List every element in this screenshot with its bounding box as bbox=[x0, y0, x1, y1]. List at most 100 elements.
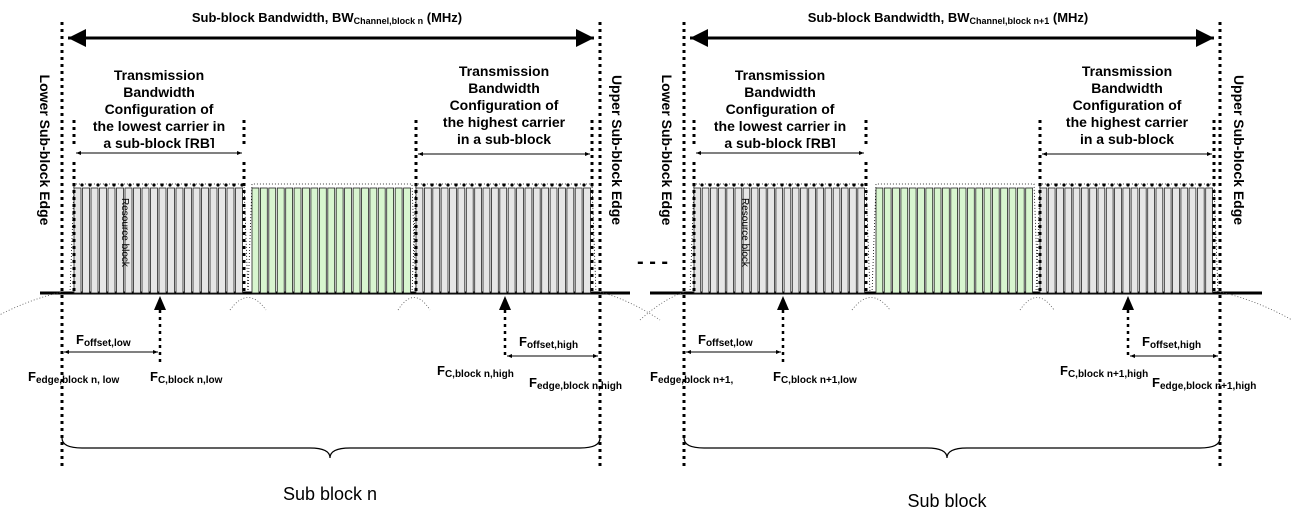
rb-dot bbox=[422, 183, 426, 187]
rb-dot bbox=[1182, 183, 1186, 187]
resource-block-bar bbox=[1047, 187, 1056, 294]
fc-low-label: FC,block n,low bbox=[150, 369, 223, 386]
resource-block-bar bbox=[1197, 187, 1205, 294]
resource-block-bar bbox=[992, 187, 1000, 294]
rb-dot bbox=[804, 183, 808, 187]
resource-block-bar bbox=[82, 187, 90, 294]
rb-dot bbox=[1198, 183, 1202, 187]
resource-block-bar bbox=[124, 187, 133, 294]
resource-block-bar bbox=[184, 187, 192, 294]
resource-block-bar bbox=[276, 187, 285, 294]
rb-dot bbox=[518, 183, 522, 187]
bandwidth-title: Sub-block Bandwidth, BWChannel,block n (… bbox=[192, 10, 462, 26]
tb-low-line: Configuration of bbox=[726, 101, 835, 117]
rb-dot bbox=[1094, 183, 1098, 187]
resource-block-bar bbox=[734, 187, 743, 294]
resource-block-bar bbox=[1072, 187, 1081, 294]
rb-dot bbox=[478, 183, 482, 187]
resource-block-bar bbox=[394, 187, 403, 294]
resource-block-bar bbox=[701, 187, 710, 294]
rb-dot bbox=[152, 183, 156, 187]
rb-dot bbox=[216, 183, 220, 187]
resource-block-bar bbox=[857, 187, 865, 294]
rolloff-curve bbox=[851, 297, 891, 311]
rb-dot bbox=[462, 183, 466, 187]
resource-block-bar bbox=[268, 187, 277, 294]
resource-block-bar bbox=[1114, 187, 1122, 294]
lower-edge-label: Lower Sub-block Edge bbox=[659, 75, 675, 226]
fc-high-arrow-head bbox=[499, 296, 511, 310]
spectrum-envelope bbox=[247, 183, 417, 294]
rb-dot bbox=[208, 183, 212, 187]
tb-low-line: Transmission bbox=[114, 67, 204, 83]
tb-high-line: Transmission bbox=[1082, 63, 1172, 79]
resource-block-bar bbox=[209, 187, 218, 294]
rb-dot bbox=[732, 183, 736, 187]
fedge-low-label: Fedge,block n+1, bbox=[650, 369, 733, 386]
resource-block-bar bbox=[808, 187, 816, 294]
rolloff-curve bbox=[639, 291, 685, 321]
resource-block-bar bbox=[1089, 187, 1097, 294]
fc-high-label: FC,block n+1,high bbox=[1060, 363, 1148, 380]
resource-block-bar bbox=[507, 187, 516, 294]
resource-block-bar bbox=[541, 187, 550, 294]
resource-block-bar bbox=[226, 187, 235, 294]
rb-dot bbox=[812, 183, 816, 187]
bandwidth-title: Sub-block Bandwidth, BWChannel,block n+1… bbox=[808, 10, 1089, 26]
rb-dot bbox=[1126, 183, 1130, 187]
rb-dot bbox=[1110, 183, 1114, 187]
rb-dot bbox=[756, 183, 760, 187]
resource-block-bar bbox=[933, 187, 942, 294]
resource-block-bar bbox=[1139, 187, 1147, 294]
resource-block-bar bbox=[875, 187, 884, 294]
resource-block-bar bbox=[218, 187, 226, 294]
tb-high-line: Bandwidth bbox=[1091, 80, 1163, 96]
lowest-carrier-rbs bbox=[69, 183, 249, 294]
resource-block-bar bbox=[583, 187, 591, 294]
resource-block-bar bbox=[574, 187, 583, 294]
rolloff-curve bbox=[599, 291, 661, 321]
resource-block-bar bbox=[327, 187, 336, 294]
resource-block-bar bbox=[775, 187, 784, 294]
resource-block-bar bbox=[133, 187, 141, 294]
rb-dot bbox=[700, 183, 704, 187]
resource-block-bar bbox=[767, 187, 775, 294]
resource-block-bar bbox=[158, 187, 167, 294]
resource-block-bar bbox=[235, 187, 243, 294]
rb-dot bbox=[566, 183, 570, 187]
resource-block-bar bbox=[457, 187, 466, 294]
middle-carrier-rbs bbox=[247, 183, 417, 294]
foffset-high-label: Foffset,high bbox=[519, 334, 578, 351]
resource-block-bar bbox=[1147, 187, 1155, 294]
fedge-low-label: Fedge,block n, low bbox=[28, 369, 120, 386]
rb-dot bbox=[470, 183, 474, 187]
resource-block-bar bbox=[449, 187, 457, 294]
rb-dot bbox=[104, 183, 108, 187]
sub-block-n1 bbox=[639, 22, 1292, 470]
resource-block-bar bbox=[967, 187, 975, 294]
tb-low-line: Configuration of bbox=[105, 101, 214, 117]
rb-dot bbox=[1070, 183, 1074, 187]
rb-dot bbox=[486, 183, 490, 187]
tb-high-line: in a sub-block bbox=[1080, 131, 1174, 147]
rb-dot bbox=[582, 183, 586, 187]
tb-high-line: the highest carrier bbox=[443, 114, 566, 130]
resource-block-bar bbox=[791, 187, 800, 294]
resource-block-bar bbox=[1155, 187, 1164, 294]
rb-dot bbox=[1118, 183, 1122, 187]
rb-dot bbox=[112, 183, 116, 187]
resource-block-bar bbox=[1097, 187, 1106, 294]
resource-block-bar bbox=[361, 187, 369, 294]
rb-dot bbox=[1150, 183, 1154, 187]
rb-dot bbox=[136, 183, 140, 187]
rolloff-curve bbox=[397, 297, 431, 311]
resource-block-bar bbox=[377, 187, 386, 294]
resource-block-bar bbox=[499, 187, 508, 294]
fc-low-arrow-head bbox=[777, 296, 789, 310]
spectrum-envelope bbox=[69, 183, 249, 294]
rb-dot bbox=[120, 183, 124, 187]
rb-dot bbox=[542, 183, 546, 187]
rb-dot bbox=[748, 183, 752, 187]
resource-block-bar bbox=[1180, 187, 1189, 294]
resource-block-bar bbox=[800, 187, 808, 294]
